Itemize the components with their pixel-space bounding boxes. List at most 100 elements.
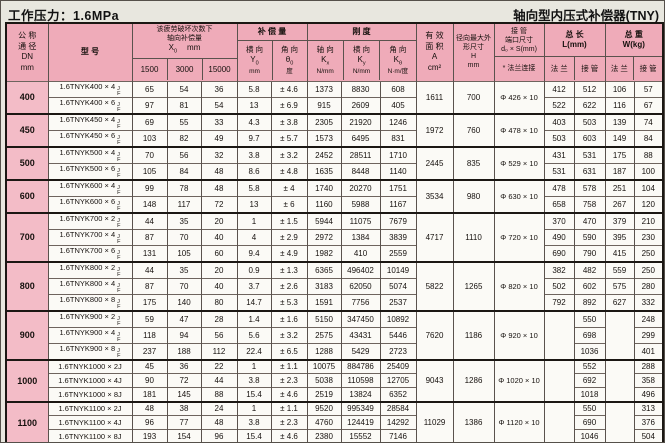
cell-x15000: 32: [200, 145, 237, 163]
table-row: 700 1.6TNYK700 × 2 J F 44 35 20 1 ± 1.5 5944 11075…: [6, 211, 664, 262]
cell-angular-comp: ± 4.6: [270, 387, 307, 402]
col-header-cycles-3000: 3000: [166, 59, 202, 81]
cell-angular-stiffness: 5074: [379, 277, 417, 294]
cell-x1500: 70: [131, 145, 167, 163]
col-header-lateral-comp: 横 向 Y0 mm: [245, 44, 264, 76]
fatigue-symbol: X0 mm: [168, 43, 201, 56]
cell-x1500: 48: [131, 400, 167, 416]
col-header-area: 有 效 面 积 A cm²: [415, 23, 454, 81]
cell-axial-stiffness: 2575: [306, 326, 341, 343]
model-text: 1.6TNYK450 × 6: [59, 130, 116, 140]
cell-max-diameter: 1186: [452, 309, 495, 360]
cell-length-flange: 431: [543, 145, 575, 163]
cell-x1500: 118: [131, 326, 167, 343]
cell-x1500: 175: [131, 293, 167, 311]
cell-x3000: 77: [166, 415, 201, 430]
length-title: 总 长 L(mm): [562, 29, 587, 50]
cell-lateral-comp: 3.8: [236, 145, 271, 163]
cell-angular-comp: ± 4.6: [270, 429, 307, 442]
cell-weight-flange: 575: [604, 277, 635, 294]
cell-angular-comp: ± 5.3: [270, 293, 307, 311]
cell-length-flange: 792: [543, 293, 575, 311]
model-text: 1.6TNYK400 × 4: [59, 81, 116, 91]
col-header-height: 径向最大外 形尺寸 H mm: [452, 23, 495, 81]
model-text: 1.6TNYK600 × 6: [59, 196, 116, 206]
cell-weight-pipe: 288: [633, 358, 664, 374]
cell-angular-stiffness: 831: [379, 129, 417, 147]
cell-axial-stiffness: 2972: [306, 228, 341, 245]
cell-weight-flange: [604, 358, 635, 402]
cell-x15000: 28: [200, 309, 237, 327]
cell-x15000: 49: [200, 129, 237, 147]
col-header-dn: 公 称 通 径 DN mm: [5, 23, 48, 81]
cell-x3000: 55: [166, 112, 201, 130]
cell-dn: 800: [6, 260, 48, 311]
cell-x3000: 145: [166, 387, 201, 402]
cell-length-pipe: 602: [573, 277, 606, 294]
cell-length-pipe: 790: [573, 244, 606, 262]
cell-pipe-size: Φ 630 × 10: [493, 178, 545, 213]
cell-angular-comp: ± 4.9: [270, 244, 307, 262]
cell-length-pipe: 578: [573, 178, 606, 196]
cell-x1500: 96: [131, 415, 167, 430]
compensation-title: 补 偿 量: [238, 24, 307, 42]
cell-pipe-size: Φ 720 × 10: [493, 211, 545, 262]
cell-lateral-stiffness: 7756: [340, 293, 380, 311]
cell-max-diameter: 1286: [452, 358, 495, 402]
stiffness-title: 刚 度: [308, 24, 416, 42]
cell-x1500: 59: [131, 309, 167, 327]
cell-max-diameter: 1110: [452, 211, 495, 262]
cell-pipe-size: Φ 426 × 10: [493, 80, 545, 114]
cell-axial-stiffness: 1635: [306, 162, 341, 180]
col-header-pipe-size: 接 管 端口尺寸 d₀ × S(mm) * 法兰连接: [493, 23, 545, 81]
table-row: 450 1.6TNYK450 × 4 J F 69 55 33 4.3 ± 3.8 2305 219…: [6, 112, 664, 147]
table-row: 1.6TNYK1100 × 4J 96 77 48 3.8 ± 2.3 4760 124419…: [6, 415, 664, 430]
cell-pipe-size: Φ 478 × 10: [493, 112, 545, 147]
cell-axial-stiffness: 1160: [306, 195, 341, 213]
cell-weight-pipe: 100: [633, 162, 664, 180]
cell-x15000: 40: [200, 277, 237, 294]
cell-weight-pipe: 84: [633, 129, 664, 147]
cell-lateral-stiffness: 5988: [340, 195, 380, 213]
cell-x1500: 131: [131, 244, 167, 262]
cell-axial-stiffness: 5944: [306, 211, 341, 229]
cell-angular-comp: ± 4.6: [270, 80, 307, 97]
cell-max-diameter: 835: [452, 145, 495, 180]
model-text: 1.6TNYK1000 × 8J: [58, 389, 122, 399]
cell-weight-pipe: 496: [633, 387, 664, 402]
cell-weight-flange: 395: [604, 228, 635, 245]
table-row: 1.6TNYK600 × 6 J F 148 117 72 13 ± 6 1160 5988 116…: [6, 195, 664, 213]
cell-angular-stiffness: 405: [379, 96, 417, 114]
cell-weight-flange: 106: [604, 80, 635, 97]
cell-pipe-size: Φ 920 × 10: [493, 309, 545, 360]
cell-angular-stiffness: 1167: [379, 195, 417, 213]
cell-x3000: 35: [166, 211, 201, 229]
model-text: 1.6TNYK500 × 4: [59, 147, 116, 157]
table-row: 1100 1.6TNYK1100 × 2J 48 38 24 1 ± 1.1 9520 9953…: [6, 400, 664, 442]
cell-axial-stiffness: 1288: [306, 342, 341, 360]
cell-x15000: 44: [200, 373, 237, 388]
cell-dn: 600: [6, 178, 48, 213]
cell-lateral-comp: 3.8: [236, 373, 271, 388]
cell-weight-pipe: 250: [633, 244, 664, 262]
table-row: 1.6TNYK800 × 8 J F 175 140 80 14.7 ± 5.3 1591 775…: [6, 293, 664, 311]
cell-effective-area: 2445: [415, 145, 454, 180]
cell-lateral-comp: 5.6: [236, 326, 271, 343]
cell-x1500: 97: [131, 96, 167, 114]
cell-angular-stiffness: 1246: [379, 112, 417, 130]
cell-length-flange: 502: [543, 277, 575, 294]
col-header-cycles-15000: 15000: [201, 59, 237, 81]
cell-lateral-comp: 9.4: [236, 244, 271, 262]
col-header-lateral-stiffness: 横 向 Ky N/mm: [342, 41, 379, 81]
cell-effective-area: 4717: [415, 211, 454, 262]
cell-length-pipe: 698: [573, 326, 606, 343]
cell-axial-stiffness: 1740: [306, 178, 341, 196]
cell-x1500: 193: [131, 429, 167, 442]
cell-x1500: 44: [131, 211, 167, 229]
cell-lateral-stiffness: 1384: [340, 228, 380, 245]
cell-angular-stiffness: 10149: [379, 260, 417, 278]
cell-x1500: 69: [131, 112, 167, 130]
